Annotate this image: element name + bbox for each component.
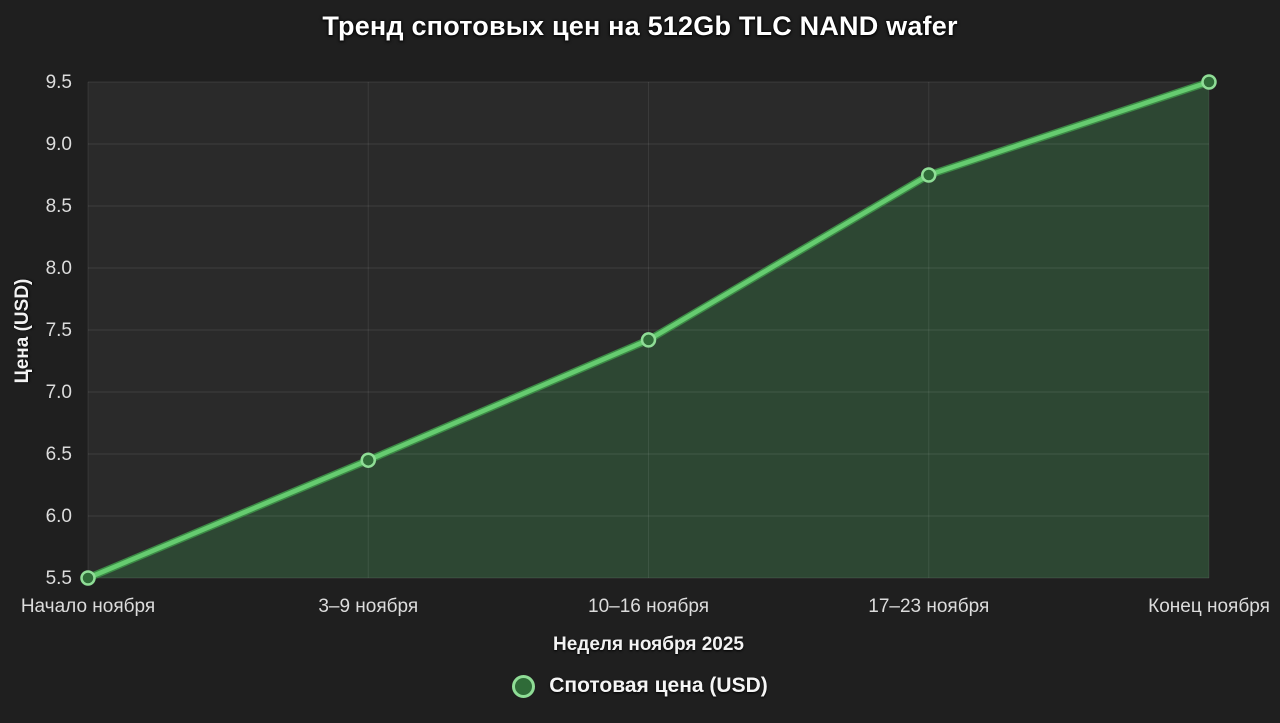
x-tick-label: 17–23 ноября <box>868 596 989 617</box>
y-tick-label: 7.0 <box>46 382 72 403</box>
y-tick-label: 6.5 <box>46 444 72 465</box>
data-point-marker <box>80 570 96 586</box>
x-tick-label: 10–16 ноября <box>588 596 709 617</box>
data-point-marker <box>360 452 376 468</box>
legend-circle-marker-icon <box>512 674 536 698</box>
y-axis-title: Цена (USD) <box>12 278 33 384</box>
x-tick-label: 3–9 ноября <box>318 596 418 617</box>
y-tick-label: 9.0 <box>46 134 72 155</box>
legend: Спотовая цена (USD) <box>0 674 1280 698</box>
x-tick-label: Начало ноября <box>21 596 155 617</box>
x-tick-label: Конец ноября <box>1148 596 1270 617</box>
y-tick-label: 8.0 <box>46 258 72 279</box>
y-tick-label: 7.5 <box>46 320 72 341</box>
y-tick-label: 9.5 <box>46 72 72 93</box>
data-point-marker <box>921 167 937 183</box>
x-axis-title: Неделя ноября 2025 <box>553 634 744 655</box>
y-tick-label: 6.0 <box>46 506 72 527</box>
y-tick-label: 5.5 <box>46 568 72 589</box>
area-fill <box>88 82 1209 578</box>
data-point-marker <box>1201 74 1217 90</box>
plot-area: 5.5 6.0 6.5 7.0 7.5 8.0 8.5 9.0 9.5 Начало ноября… <box>21 72 1270 617</box>
y-tick-label: 8.5 <box>46 196 72 217</box>
legend-label: Спотовая цена (USD) <box>549 674 768 697</box>
data-point-marker <box>640 332 657 348</box>
chart-title: Тренд спотовых цен на 512Gb TLC NAND waf… <box>322 11 958 41</box>
